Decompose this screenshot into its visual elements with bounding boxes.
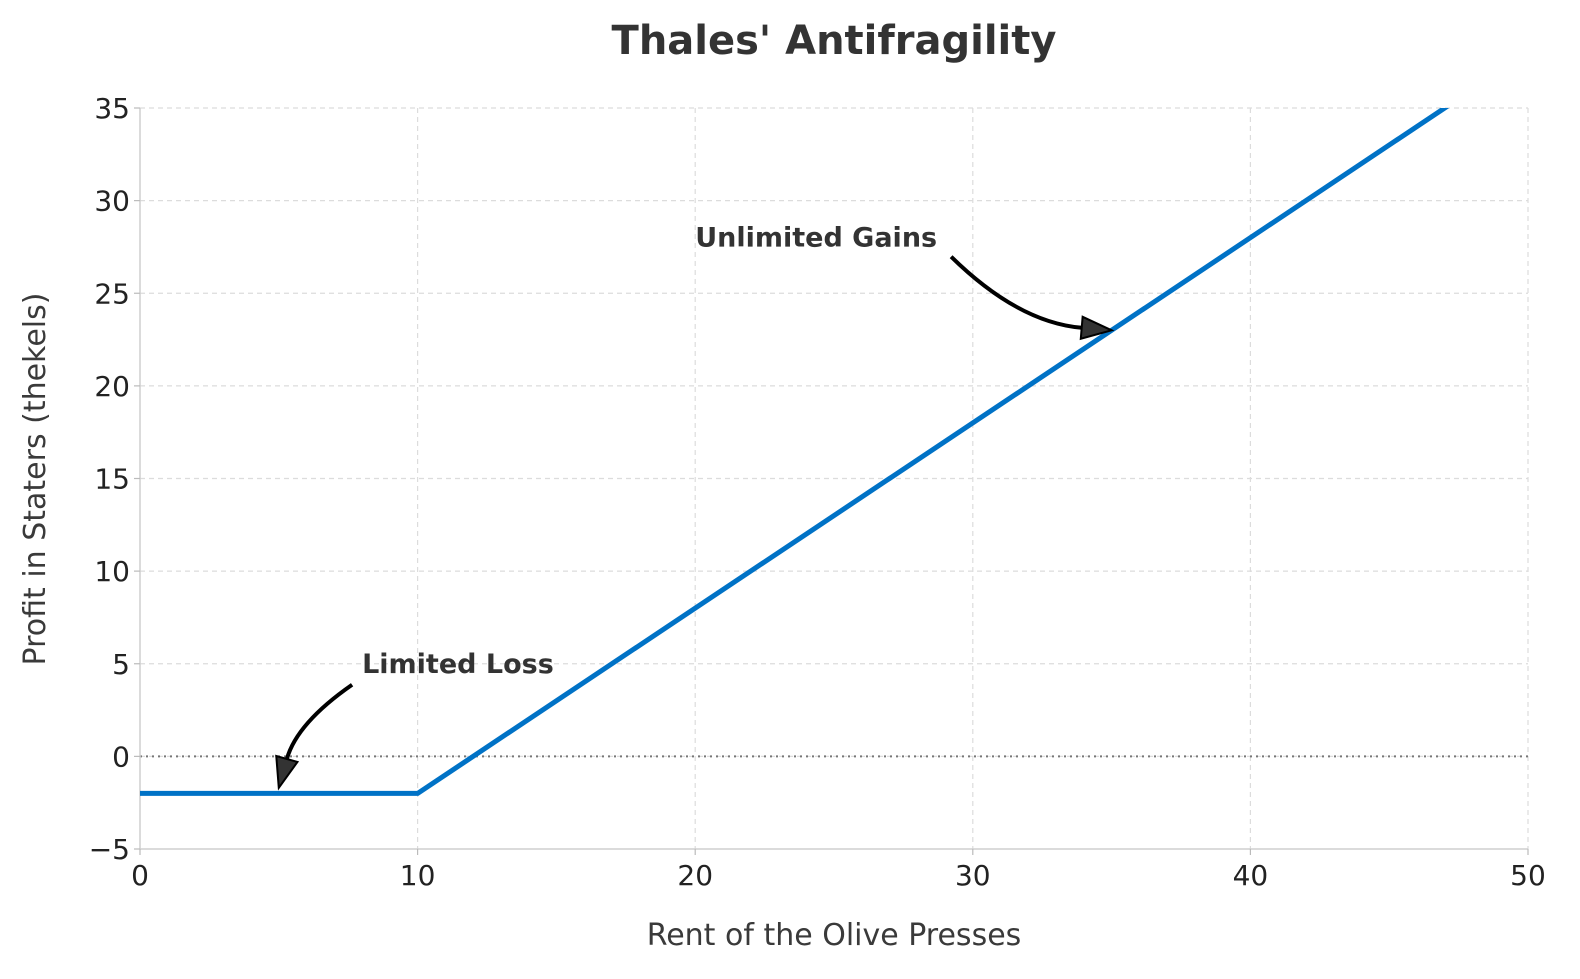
x-tick-label: 0: [131, 859, 149, 892]
annotation-label: Limited Loss: [362, 649, 554, 680]
annotation-label: Unlimited Gains: [695, 223, 937, 254]
y-tick-label: 20: [94, 370, 130, 403]
y-tick-label: 30: [94, 185, 130, 218]
payoff-line: [140, 108, 1450, 796]
y-tick-label: −5: [89, 833, 130, 866]
x-tick-label: 30: [955, 859, 991, 892]
annotations: Unlimited Gains Limited Loss: [275, 223, 1115, 791]
y-tick-label: 0: [112, 740, 130, 773]
y-tick-label: 35: [94, 92, 130, 125]
loss-arrow-shaft: [284, 683, 354, 760]
x-tick-label: 40: [1233, 859, 1269, 892]
y-ticks: −5 0 5 10 15 20 25 30 35: [89, 92, 140, 866]
x-ticks: 0 10 20 30 40 50: [131, 849, 1546, 892]
loss-arrow-head: [275, 754, 300, 791]
gains-arrow-shaft: [949, 255, 1082, 330]
y-tick-label: 15: [94, 463, 130, 496]
x-axis-label: Rent of the Olive Presses: [647, 918, 1022, 953]
x-tick-label: 20: [677, 859, 713, 892]
series-group: [140, 108, 1450, 796]
grid: [140, 107, 1529, 849]
x-tick-label: 10: [400, 859, 436, 892]
y-tick-label: 5: [112, 648, 130, 681]
y-tick-label: 10: [94, 555, 130, 588]
y-tick-label: 25: [94, 277, 130, 310]
chart-title: Thales' Antifragility: [612, 18, 1057, 64]
y-axis-label: Profit in Staters (thekels): [18, 293, 53, 666]
x-tick-label: 50: [1510, 859, 1546, 892]
gains-arrow-head: [1079, 315, 1115, 341]
